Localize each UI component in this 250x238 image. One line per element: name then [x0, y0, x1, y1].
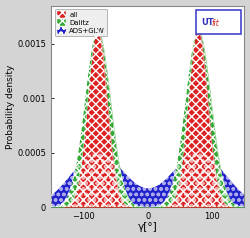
X-axis label: γ[°]: γ[°]	[138, 223, 158, 233]
Text: UT: UT	[202, 18, 214, 27]
Text: fit: fit	[212, 19, 220, 28]
Y-axis label: Probability density: Probability density	[6, 64, 15, 149]
FancyBboxPatch shape	[196, 10, 240, 34]
Legend: all, Dalitz, ADS+GLW: all, Dalitz, ADS+GLW	[54, 9, 107, 36]
